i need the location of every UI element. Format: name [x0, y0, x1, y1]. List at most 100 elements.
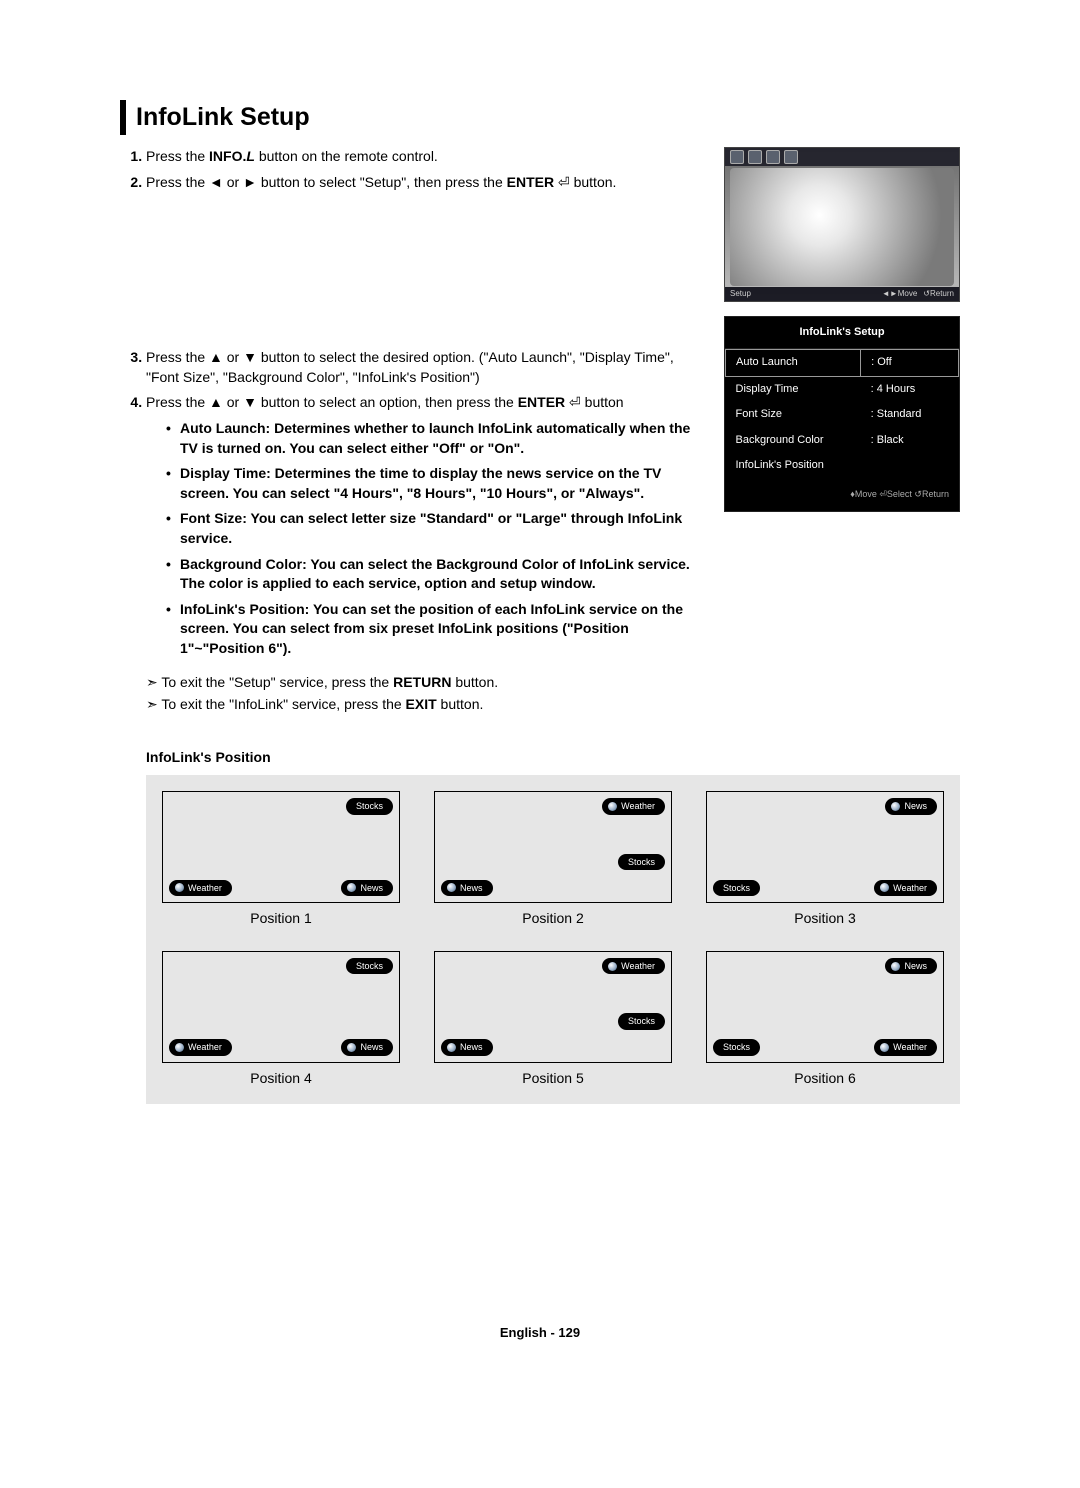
- osd-row-selected[interactable]: Auto Launch : Off: [726, 350, 959, 376]
- osd-value: : 4 Hours: [861, 376, 959, 402]
- chip-label: News: [360, 882, 383, 895]
- weather-icon: [608, 962, 617, 971]
- chip-label: Weather: [188, 1041, 222, 1054]
- step-4: Press the ▲ or ▼ button to select an opt…: [146, 394, 624, 410]
- weather-chip: Weather: [602, 958, 665, 975]
- stocks-chip: Stocks: [346, 958, 393, 975]
- footer-page: 129: [558, 1325, 580, 1340]
- news-chip: News: [441, 880, 493, 897]
- weather-chip: Weather: [169, 880, 232, 897]
- position-card: Stocks Weather News Position 4: [162, 951, 400, 1089]
- stocks-chip: Stocks: [713, 880, 760, 897]
- osd-table: Auto Launch : Off Display Time: 4 Hours …: [725, 349, 959, 478]
- news-icon: [347, 1043, 356, 1052]
- exit-notes: To exit the "Setup" service, press the R…: [120, 673, 706, 715]
- osd-label: Display Time: [726, 376, 861, 402]
- weather-icon: [880, 1043, 889, 1052]
- chip-label: News: [460, 1041, 483, 1054]
- tv-bar-icon: [730, 150, 744, 164]
- tv-bar-return: ↺Return: [923, 288, 954, 299]
- chip-label: News: [460, 882, 483, 895]
- position-label: Position 6: [706, 1069, 944, 1089]
- news-icon: [447, 1043, 456, 1052]
- position-frame: Weather Stocks News: [434, 951, 672, 1063]
- step-2: Press the ◄ or ► button to select "Setup…: [146, 174, 616, 190]
- news-chip: News: [341, 1039, 393, 1056]
- chip-label: Stocks: [628, 1015, 655, 1028]
- tv-bar-setup: Setup: [730, 288, 751, 299]
- osd-value: : Standard: [861, 402, 959, 427]
- position-card: NewsStocksWeather Position 6: [706, 951, 944, 1089]
- option-auto-launch: Auto Launch: Determines whether to launc…: [166, 419, 706, 458]
- position-label: Position 2: [434, 909, 672, 929]
- osd-title: InfoLink's Setup: [725, 317, 959, 349]
- step-3: Press the ▲ or ▼ button to select the de…: [146, 349, 674, 385]
- position-card: Stocks Weather News Position 1: [162, 791, 400, 929]
- exit-note-return: To exit the "Setup" service, press the R…: [146, 673, 706, 693]
- news-chip: News: [885, 798, 937, 815]
- chip-label: News: [904, 960, 927, 973]
- position-label: Position 4: [162, 1069, 400, 1089]
- chip-label: Stocks: [723, 882, 750, 895]
- position-frame: Stocks Weather News: [162, 791, 400, 903]
- osd-value: : Black: [861, 428, 959, 453]
- weather-chip: Weather: [874, 880, 937, 897]
- chip-label: Weather: [621, 960, 655, 973]
- position-label: Position 5: [434, 1069, 672, 1089]
- footer-lang: English -: [500, 1325, 559, 1340]
- weather-chip: Weather: [874, 1039, 937, 1056]
- news-chip: News: [441, 1039, 493, 1056]
- weather-icon: [175, 1043, 184, 1052]
- news-icon: [347, 883, 356, 892]
- stocks-chip: Stocks: [346, 798, 393, 815]
- position-frame: Stocks Weather News: [162, 951, 400, 1063]
- option-background-color: Background Color: You can select the Bac…: [166, 555, 706, 594]
- osd-label: Background Color: [726, 428, 861, 453]
- position-label: Position 1: [162, 909, 400, 929]
- tv-bar-icon: [766, 150, 780, 164]
- weather-icon: [880, 883, 889, 892]
- page-footer: English - 129: [120, 1324, 960, 1342]
- osd-footer: ♦Move ⏎Select ↺Return: [725, 478, 959, 503]
- content-row: Press the INFO.L button on the remote co…: [120, 147, 960, 718]
- left-column: Press the INFO.L button on the remote co…: [120, 147, 706, 718]
- weather-icon: [608, 802, 617, 811]
- tv-bar-move: ◄►Move: [882, 288, 917, 299]
- tv-top-bar: [725, 148, 959, 166]
- news-icon: [891, 802, 900, 811]
- right-column: Setup ◄►Move ↺Return InfoLink's Setup Au…: [724, 147, 960, 718]
- chip-label: News: [360, 1041, 383, 1054]
- option-font-size: Font Size: You can select letter size "S…: [166, 509, 706, 548]
- news-chip: News: [885, 958, 937, 975]
- positions-panel: StocksWeatherNewsPosition 1WeatherStocks…: [146, 775, 960, 1104]
- osd-panel: InfoLink's Setup Auto Launch : Off Displ…: [724, 316, 960, 512]
- tv-preview-image: Setup ◄►Move ↺Return: [724, 147, 960, 302]
- chip-label: Stocks: [628, 856, 655, 869]
- stocks-chip: Stocks: [618, 854, 665, 871]
- tv-bar-icon: [748, 150, 762, 164]
- osd-label: Auto Launch: [726, 350, 861, 376]
- weather-chip: Weather: [169, 1039, 232, 1056]
- tv-bar-icon: [784, 150, 798, 164]
- news-chip: News: [341, 880, 393, 897]
- chip-label: Stocks: [356, 960, 383, 973]
- osd-label: InfoLink's Position: [726, 453, 861, 478]
- chip-label: Weather: [188, 882, 222, 895]
- news-icon: [891, 962, 900, 971]
- tv-bottom-bar: Setup ◄►Move ↺Return: [725, 287, 959, 301]
- chip-label: Weather: [893, 1041, 927, 1054]
- step-1: Press the INFO.L button on the remote co…: [146, 148, 438, 164]
- option-display-time: Display Time: Determines the time to dis…: [166, 464, 706, 503]
- chip-label: News: [904, 800, 927, 813]
- options-list: Auto Launch: Determines whether to launc…: [146, 419, 706, 659]
- positions-heading: InfoLink's Position: [146, 748, 960, 768]
- position-frame: NewsStocksWeather: [706, 951, 944, 1063]
- stocks-chip: Stocks: [618, 1013, 665, 1030]
- position-frame: News Stocks Weather: [706, 791, 944, 903]
- osd-value: [861, 453, 959, 478]
- chip-label: Weather: [893, 882, 927, 895]
- tv-image-placeholder: [730, 168, 954, 286]
- steps-list-cont: Press the ▲ or ▼ button to select the de…: [120, 348, 706, 658]
- position-label: Position 3: [706, 909, 944, 929]
- position-card: News Stocks Weather Position 3: [706, 791, 944, 929]
